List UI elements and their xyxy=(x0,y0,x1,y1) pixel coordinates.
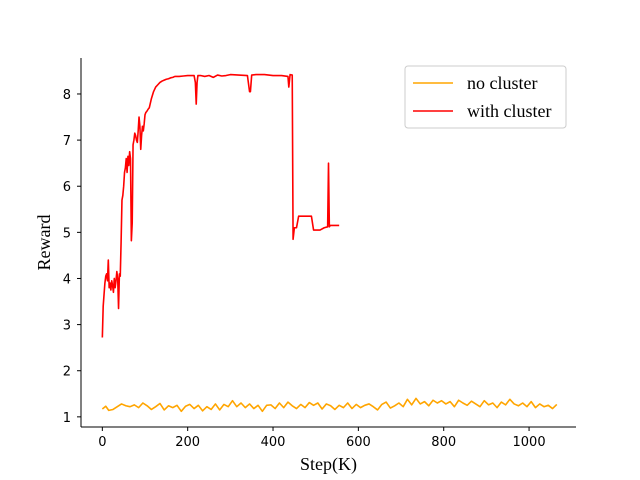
y-tick-label-4: 4 xyxy=(63,272,71,287)
y-tick-label-3: 3 xyxy=(63,319,71,334)
axes-group xyxy=(80,58,576,428)
legend-label-with-cluster: with cluster xyxy=(467,101,551,121)
x-ticks: 0 200 400 600 800 1000 xyxy=(98,427,546,450)
series-layer xyxy=(101,73,558,413)
y-ticks: 1 2 3 4 5 6 7 8 xyxy=(63,88,81,426)
series-line-with-cluster xyxy=(101,73,340,338)
x-tick-label-800: 800 xyxy=(431,435,456,450)
series-line-no-cluster xyxy=(101,397,558,413)
x-tick-label-1000: 1000 xyxy=(513,435,546,450)
y-tick-label-7: 7 xyxy=(63,134,71,149)
y-tick-label-8: 8 xyxy=(63,88,71,103)
x-tick-label-600: 600 xyxy=(346,435,371,450)
legend: no cluster with cluster xyxy=(404,65,567,129)
y-tick-label-2: 2 xyxy=(63,365,71,380)
legend-label-no-cluster: no cluster xyxy=(467,73,537,93)
y-axis-label: Reward xyxy=(34,215,54,271)
legend-box xyxy=(404,65,567,129)
y-tick-label-6: 6 xyxy=(63,180,71,195)
x-axis-label: Step(K) xyxy=(300,454,357,475)
x-tick-label-200: 200 xyxy=(175,435,200,450)
y-tick-label-5: 5 xyxy=(63,226,71,241)
y-tick-label-1: 1 xyxy=(63,411,71,426)
x-tick-label-400: 400 xyxy=(261,435,286,450)
x-tick-label-0: 0 xyxy=(98,435,106,450)
